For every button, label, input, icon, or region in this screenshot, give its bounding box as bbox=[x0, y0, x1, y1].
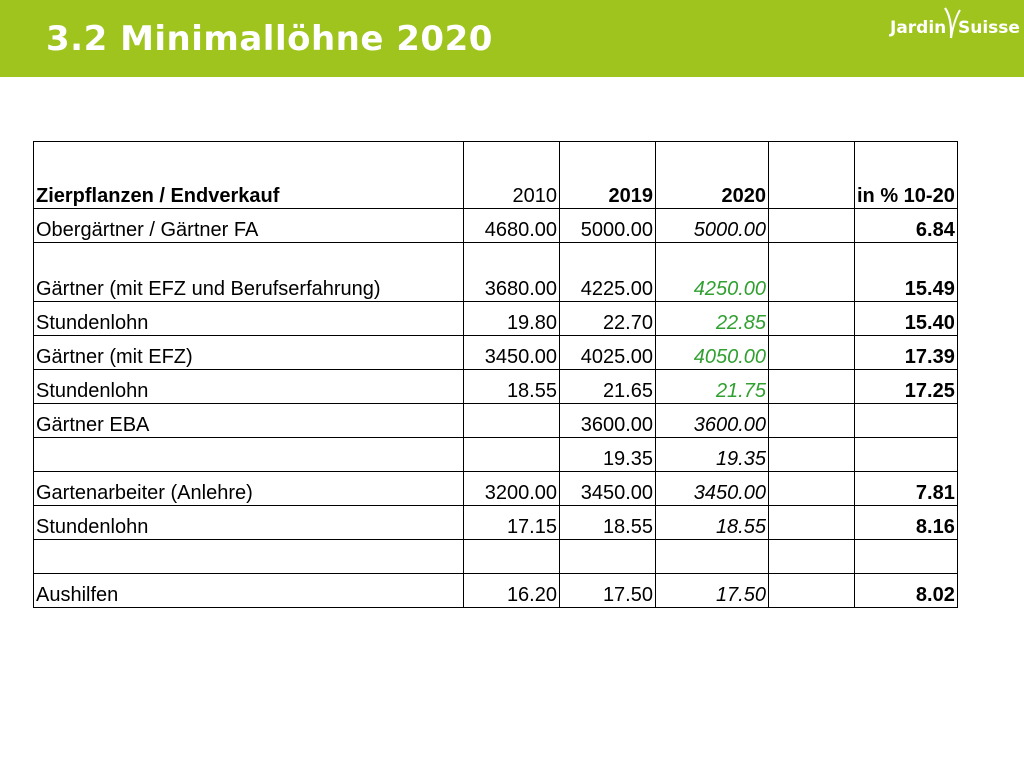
value-extra bbox=[768, 335, 855, 370]
table-row: Obergärtner / Gärtner FA 4680.00 5000.00… bbox=[33, 208, 958, 243]
value-2020: 17.50 bbox=[655, 573, 769, 608]
value-2010: 17.15 bbox=[463, 505, 560, 540]
table-row: 19.35 19.35 bbox=[33, 437, 958, 472]
row-label: Obergärtner / Gärtner FA bbox=[33, 208, 464, 243]
table-row: Gartenarbeiter (Anlehre) 3200.00 3450.00… bbox=[33, 471, 958, 506]
header-bar: 3.2 Minimallöhne 2020 Jardin Suisse bbox=[0, 0, 1024, 77]
value-2020: 5000.00 bbox=[655, 208, 769, 243]
header-category: Zierpflanzen / Endverkauf bbox=[33, 141, 464, 209]
value-2020 bbox=[655, 539, 769, 574]
row-label: Gärtner (mit EFZ) bbox=[33, 335, 464, 370]
value-2019 bbox=[559, 539, 656, 574]
table-row: Stundenlohn 17.15 18.55 18.55 8.16 bbox=[33, 505, 958, 540]
table-row: Gärtner (mit EFZ und Berufserfahrung) 36… bbox=[33, 242, 958, 302]
row-label: Aushilfen bbox=[33, 573, 464, 608]
table-row: Gärtner EBA 3600.00 3600.00 bbox=[33, 403, 958, 438]
value-2020: 18.55 bbox=[655, 505, 769, 540]
value-extra bbox=[768, 505, 855, 540]
row-label: Stundenlohn bbox=[33, 369, 464, 404]
value-2010: 3200.00 bbox=[463, 471, 560, 506]
row-label: Gartenarbeiter (Anlehre) bbox=[33, 471, 464, 506]
value-percent: 17.39 bbox=[854, 335, 958, 370]
value-2020: 4250.00 bbox=[655, 242, 769, 302]
value-2019: 17.50 bbox=[559, 573, 656, 608]
header-percent: in % 10-20 bbox=[854, 141, 958, 209]
value-percent: 7.81 bbox=[854, 471, 958, 506]
value-2020: 22.85 bbox=[655, 301, 769, 336]
row-label: Stundenlohn bbox=[33, 505, 464, 540]
row-label bbox=[33, 539, 464, 574]
value-extra bbox=[768, 242, 855, 302]
value-2019: 21.65 bbox=[559, 369, 656, 404]
value-2010: 18.55 bbox=[463, 369, 560, 404]
value-extra bbox=[768, 301, 855, 336]
leaf-swoosh-icon bbox=[944, 7, 961, 39]
header-2019: 2019 bbox=[559, 141, 656, 209]
value-percent: 15.40 bbox=[854, 301, 958, 336]
value-percent bbox=[854, 437, 958, 472]
table-row: Aushilfen 16.20 17.50 17.50 8.02 bbox=[33, 573, 958, 608]
value-extra bbox=[768, 471, 855, 506]
value-percent: 8.02 bbox=[854, 573, 958, 608]
table-row bbox=[33, 539, 958, 574]
header-2010: 2010 bbox=[463, 141, 560, 209]
value-2020: 3600.00 bbox=[655, 403, 769, 438]
value-percent: 8.16 bbox=[854, 505, 958, 540]
jardinsuisse-logo: Jardin Suisse bbox=[890, 4, 1020, 44]
page-title: 3.2 Minimallöhne 2020 bbox=[46, 19, 493, 59]
logo-word-right: Suisse bbox=[958, 18, 1020, 38]
table-row: Stundenlohn 18.55 21.65 21.75 17.25 bbox=[33, 369, 958, 404]
logo-word-left: Jardin bbox=[890, 18, 947, 38]
value-2019: 4225.00 bbox=[559, 242, 656, 302]
value-percent bbox=[854, 539, 958, 574]
value-2010 bbox=[463, 437, 560, 472]
row-label: Stundenlohn bbox=[33, 301, 464, 336]
value-2010 bbox=[463, 403, 560, 438]
value-2019: 3600.00 bbox=[559, 403, 656, 438]
row-label bbox=[33, 437, 464, 472]
value-2019: 4025.00 bbox=[559, 335, 656, 370]
wage-table: Zierpflanzen / Endverkauf 2010 2019 2020… bbox=[33, 141, 958, 608]
value-extra bbox=[768, 208, 855, 243]
value-2019: 5000.00 bbox=[559, 208, 656, 243]
value-2019: 3450.00 bbox=[559, 471, 656, 506]
value-2010: 16.20 bbox=[463, 573, 560, 608]
value-2019: 19.35 bbox=[559, 437, 656, 472]
value-2020: 19.35 bbox=[655, 437, 769, 472]
value-extra bbox=[768, 437, 855, 472]
value-percent: 17.25 bbox=[854, 369, 958, 404]
value-2019: 18.55 bbox=[559, 505, 656, 540]
row-label: Gärtner (mit EFZ und Berufserfahrung) bbox=[33, 242, 464, 302]
table-row: Gärtner (mit EFZ) 3450.00 4025.00 4050.0… bbox=[33, 335, 958, 370]
value-percent: 6.84 bbox=[854, 208, 958, 243]
value-2010: 3680.00 bbox=[463, 242, 560, 302]
value-2010: 3450.00 bbox=[463, 335, 560, 370]
table-row: Stundenlohn 19.80 22.70 22.85 15.40 bbox=[33, 301, 958, 336]
value-extra bbox=[768, 403, 855, 438]
value-percent: 15.49 bbox=[854, 242, 958, 302]
header-2020: 2020 bbox=[655, 141, 769, 209]
table-header-row: Zierpflanzen / Endverkauf 2010 2019 2020… bbox=[33, 141, 958, 209]
row-label: Gärtner EBA bbox=[33, 403, 464, 438]
value-extra bbox=[768, 539, 855, 574]
value-2020: 21.75 bbox=[655, 369, 769, 404]
value-2010: 4680.00 bbox=[463, 208, 560, 243]
header-extra bbox=[768, 141, 855, 209]
value-percent bbox=[854, 403, 958, 438]
value-2020: 3450.00 bbox=[655, 471, 769, 506]
value-2010: 19.80 bbox=[463, 301, 560, 336]
value-2010 bbox=[463, 539, 560, 574]
value-extra bbox=[768, 369, 855, 404]
value-extra bbox=[768, 573, 855, 608]
value-2019: 22.70 bbox=[559, 301, 656, 336]
value-2020: 4050.00 bbox=[655, 335, 769, 370]
